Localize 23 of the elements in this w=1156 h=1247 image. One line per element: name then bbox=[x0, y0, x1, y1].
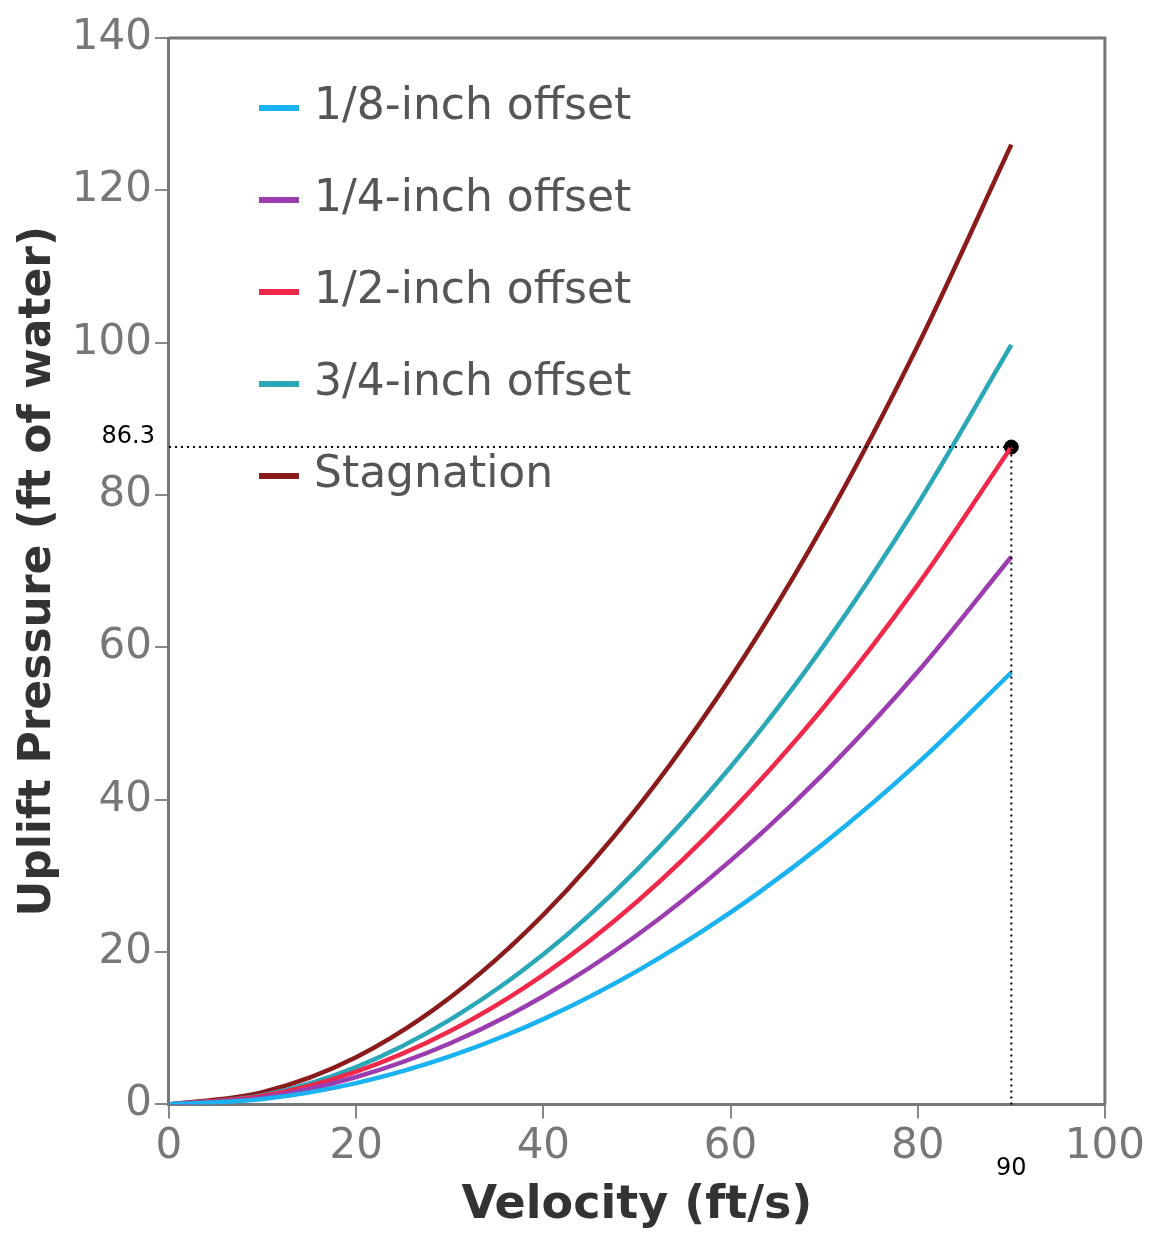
y-tick-label: 40 bbox=[98, 771, 152, 821]
legend-label: 1/2-inch offset bbox=[313, 262, 632, 314]
x-tick-label: 0 bbox=[155, 1118, 183, 1168]
y-tick-label: 0 bbox=[125, 1076, 152, 1126]
legend-label: 1/8-inch offset bbox=[313, 78, 632, 130]
x-tick-label: 60 bbox=[703, 1118, 758, 1168]
ref-line-label: 90 bbox=[996, 1152, 1027, 1181]
legend-label: Stagnation bbox=[313, 446, 554, 498]
legend-label: 1/4-inch offset bbox=[313, 170, 632, 222]
x-tick-label: 80 bbox=[891, 1118, 945, 1168]
y-tick-label: 100 bbox=[71, 314, 152, 364]
x-tick-label: 20 bbox=[329, 1118, 383, 1168]
legend-label: 3/4-inch offset bbox=[313, 354, 632, 406]
x-tick-label: 40 bbox=[516, 1118, 571, 1168]
y-tick-label: 80 bbox=[98, 466, 152, 516]
x-axis-title: Velocity (ft/s) bbox=[461, 1175, 813, 1230]
y-tick-label: 20 bbox=[98, 923, 152, 973]
y-tick-label: 140 bbox=[71, 9, 152, 59]
y-tick-label: 60 bbox=[98, 619, 152, 669]
ref-line-label: 86.3 bbox=[101, 421, 155, 450]
x-tick-label: 100 bbox=[1064, 1118, 1145, 1168]
y-tick-label: 120 bbox=[71, 162, 152, 212]
y-axis-title: Uplift Pressure (ft of water) bbox=[8, 225, 60, 917]
